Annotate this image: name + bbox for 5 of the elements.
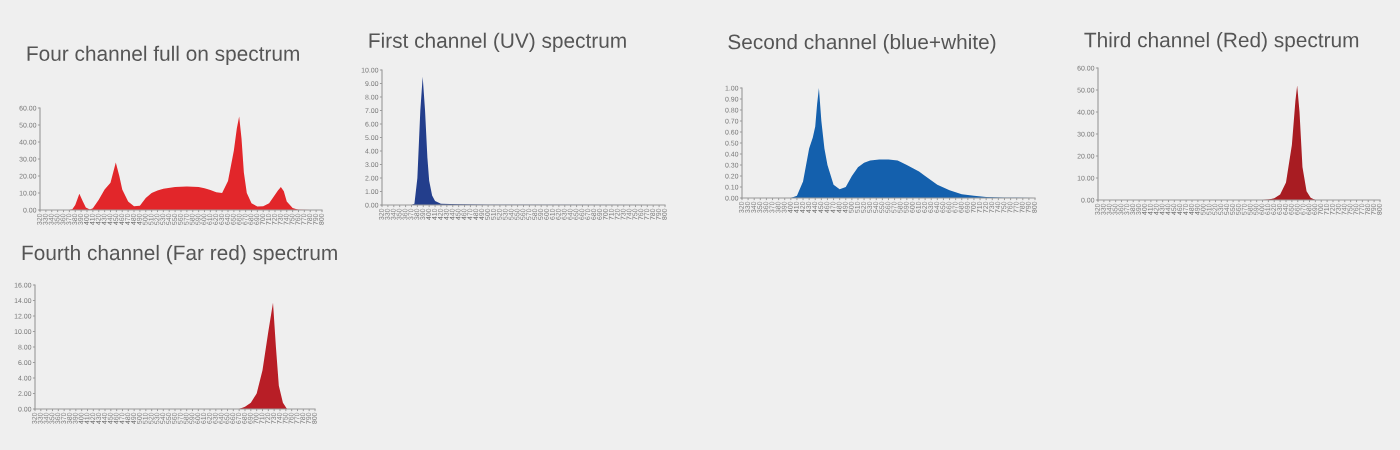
chart-title: First channel (UV) spectrum	[369, 32, 626, 53]
chart-title: Second channel (blue+white)	[728, 34, 996, 54]
chart-title: Fourth channel (Far red) spectrum	[22, 244, 337, 265]
chart-title: Third channel (Red) spectrum	[1084, 32, 1359, 52]
chart-title: Four channel full on spectrum	[27, 45, 299, 66]
